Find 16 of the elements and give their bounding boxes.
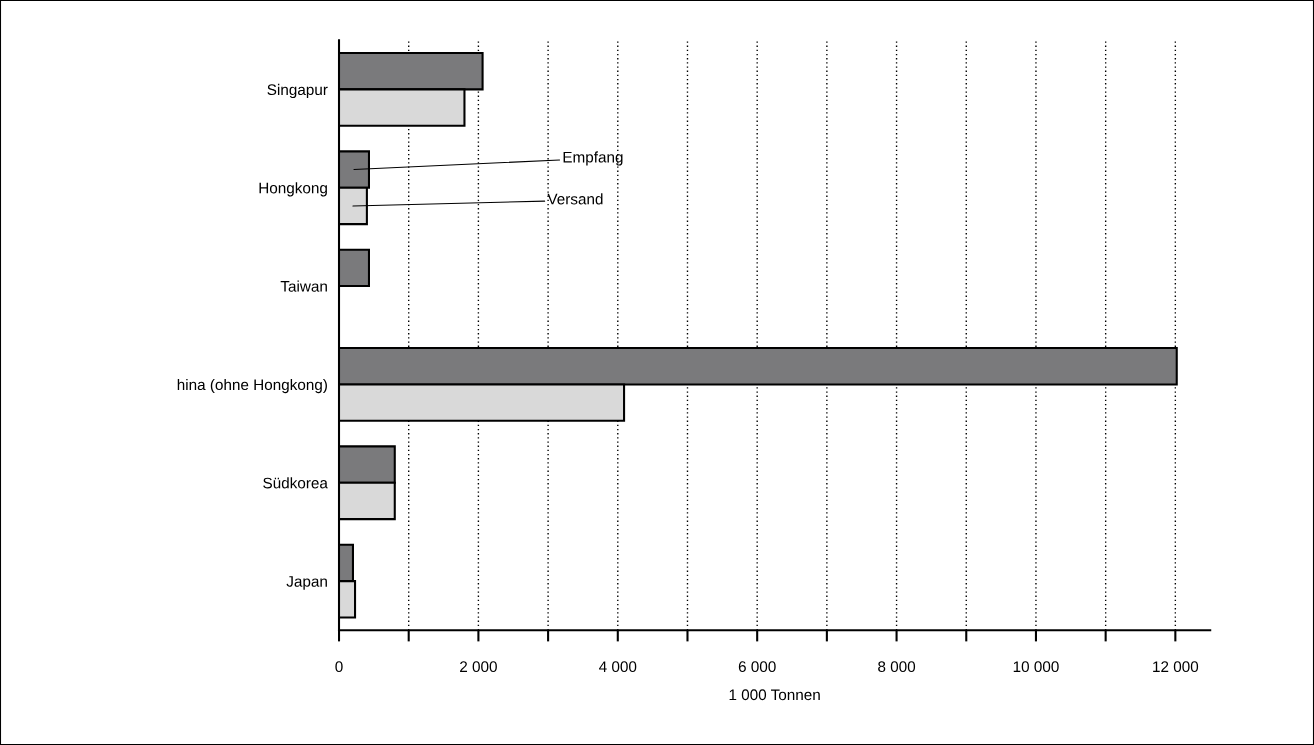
x-axis-title: 1 000 Tonnen: [729, 689, 820, 701]
x-tick-label: 4 000: [599, 661, 637, 673]
text: Empfang: [563, 151, 623, 166]
x-tick-label: 10 000: [1013, 661, 1059, 673]
y-tick-label: Hongkong: [259, 182, 327, 197]
y-tick-label: Südkorea: [263, 477, 328, 489]
x-tick-label: 0: [335, 661, 343, 673]
y-tick-label: hina (ohne Hongkong): [177, 378, 327, 394]
text: Versand: [547, 193, 603, 205]
y-tick-label: Taiwan: [280, 280, 327, 292]
x-tick-label: 12 000: [1153, 661, 1199, 673]
x-tick-label: 8 000: [878, 661, 916, 673]
y-tick-label: Singapur: [267, 83, 328, 99]
x-tick-label: 2 000: [460, 661, 497, 673]
x-tick-label: 6 000: [738, 661, 776, 673]
y-tick-label: Japan: [286, 576, 327, 590]
